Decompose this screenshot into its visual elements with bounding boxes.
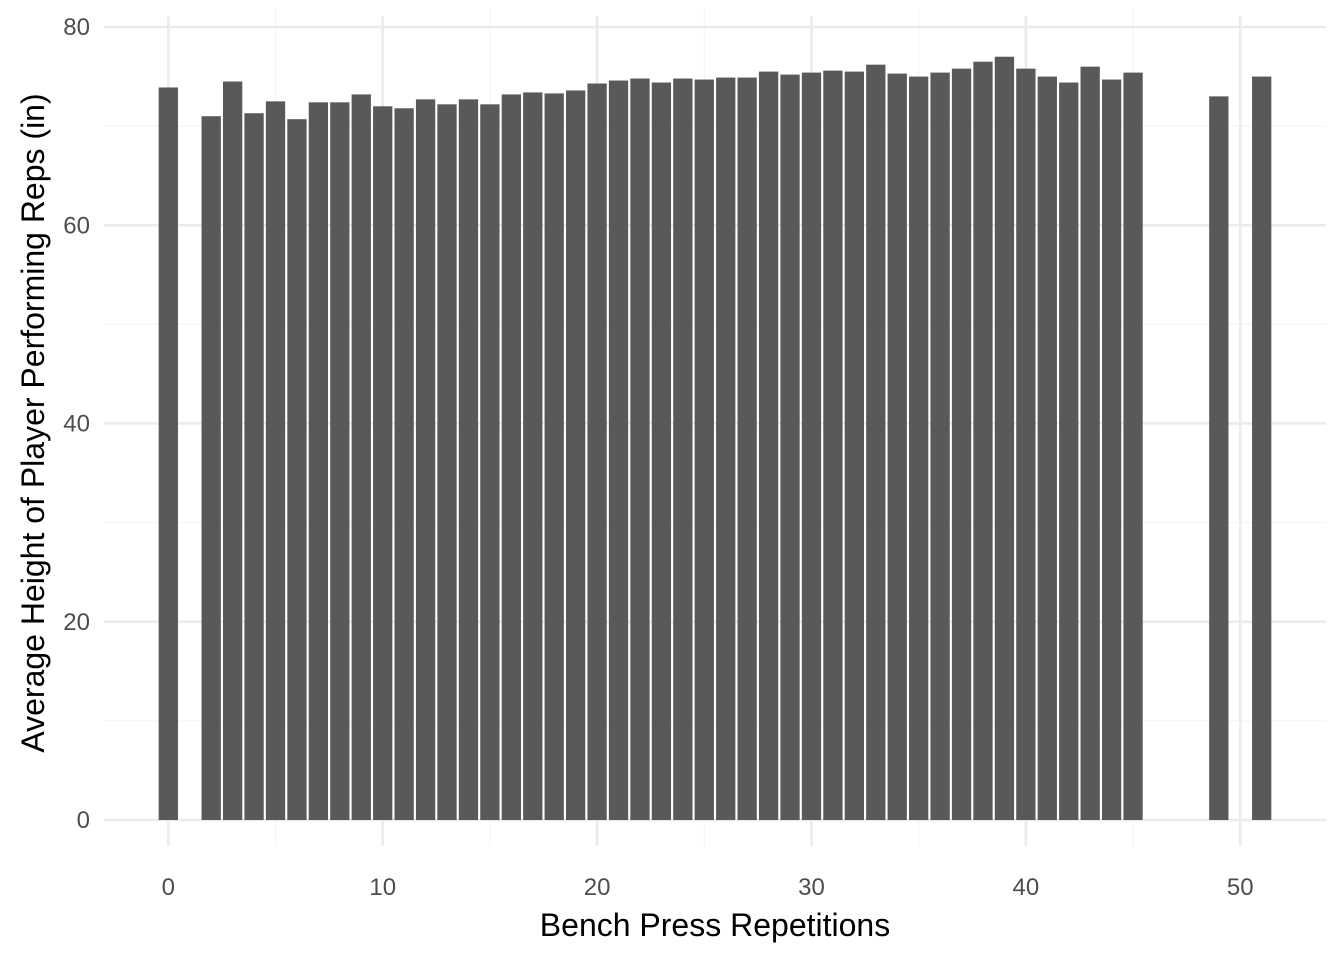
x-tick-label: 10 bbox=[369, 874, 396, 901]
y-tick-label: 60 bbox=[63, 212, 90, 239]
bar bbox=[501, 94, 521, 820]
x-axis-ticks: 0 10 20 30 40 50 bbox=[162, 874, 1254, 901]
bar bbox=[930, 72, 950, 820]
bar bbox=[951, 68, 972, 820]
bar bbox=[887, 73, 907, 821]
y-tick-label: 0 bbox=[77, 807, 90, 834]
bar bbox=[458, 99, 479, 820]
bar bbox=[308, 102, 329, 820]
bar bbox=[651, 82, 672, 820]
bar bbox=[823, 70, 843, 821]
x-axis-title: Bench Press Repetitions bbox=[540, 907, 890, 943]
bar bbox=[1123, 72, 1143, 820]
bar bbox=[394, 108, 414, 821]
y-axis-title: Average Height of Player Performing Reps… bbox=[15, 93, 51, 752]
bar bbox=[716, 77, 736, 820]
bar bbox=[265, 101, 286, 820]
bar bbox=[437, 104, 457, 820]
bar bbox=[351, 94, 371, 820]
bars bbox=[158, 56, 1272, 821]
bar bbox=[544, 93, 564, 820]
bar bbox=[480, 104, 500, 820]
bar bbox=[1037, 76, 1057, 820]
y-tick-label: 80 bbox=[63, 14, 90, 41]
bar bbox=[1252, 76, 1272, 820]
x-tick-label: 20 bbox=[584, 874, 611, 901]
bar bbox=[244, 113, 264, 820]
bar bbox=[801, 72, 822, 820]
bar bbox=[630, 78, 650, 821]
bar bbox=[1059, 82, 1079, 820]
bar bbox=[1101, 79, 1122, 820]
bar bbox=[1209, 96, 1229, 820]
bar bbox=[1016, 68, 1036, 820]
bar bbox=[844, 71, 864, 820]
bar bbox=[201, 116, 221, 820]
bar bbox=[780, 74, 800, 820]
bar bbox=[694, 79, 714, 820]
y-tick-label: 20 bbox=[63, 609, 90, 636]
bar bbox=[330, 102, 350, 820]
x-tick-label: 40 bbox=[1013, 874, 1040, 901]
y-tick-label: 40 bbox=[63, 411, 90, 438]
bar bbox=[673, 78, 693, 821]
bar bbox=[415, 99, 436, 820]
bar bbox=[587, 83, 607, 821]
x-tick-label: 30 bbox=[798, 874, 825, 901]
x-tick-label: 50 bbox=[1227, 874, 1254, 901]
bar bbox=[758, 71, 779, 820]
bar bbox=[994, 56, 1015, 821]
bar bbox=[608, 80, 629, 821]
bar bbox=[523, 92, 543, 821]
bar bbox=[866, 64, 886, 821]
bar bbox=[973, 61, 993, 821]
bar bbox=[566, 90, 586, 820]
bar bbox=[222, 81, 243, 821]
y-axis-ticks: 0 20 40 60 80 bbox=[63, 14, 90, 834]
x-tick-label: 0 bbox=[162, 874, 175, 901]
bar bbox=[737, 77, 757, 820]
bar bbox=[287, 119, 307, 820]
bar bbox=[373, 106, 393, 821]
bar bbox=[158, 87, 178, 820]
bar bbox=[909, 76, 929, 820]
bar bbox=[1080, 66, 1100, 820]
